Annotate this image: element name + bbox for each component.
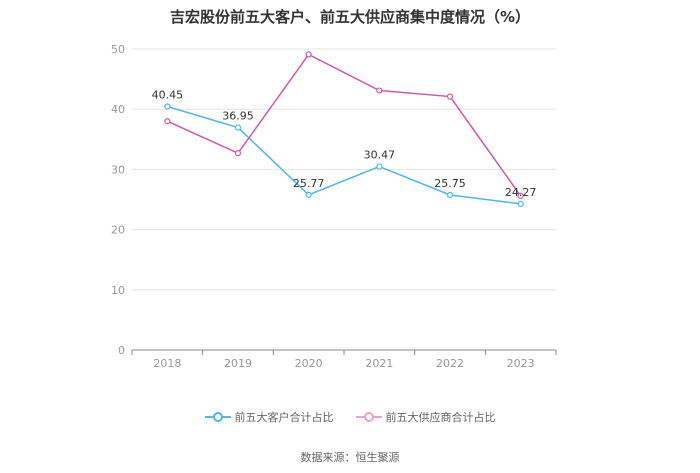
y-tick-label: 30 — [111, 163, 125, 176]
x-tick-label: 2018 — [153, 357, 181, 370]
y-tick-label: 40 — [111, 103, 125, 116]
grid-lines — [132, 48, 556, 291]
y-tick-label: 10 — [111, 284, 125, 297]
data-point[interactable] — [376, 163, 383, 170]
legend-marker-icon — [204, 412, 231, 422]
legend: 前五大客户合计占比 前五大供应商合计占比 — [0, 409, 700, 425]
legend-label: 前五大客户合计占比 — [234, 411, 334, 424]
y-tick-label: 0 — [118, 344, 125, 357]
y-tick-label: 20 — [111, 224, 125, 237]
data-point[interactable] — [446, 191, 454, 199]
x-tick-label: 2021 — [365, 357, 393, 370]
legend-item-customers[interactable]: 前五大客户合计占比 — [204, 409, 334, 425]
data-label: 30.47 — [364, 149, 396, 162]
y-tick-label: 50 — [111, 43, 125, 56]
x-tick-label: 2022 — [436, 357, 464, 370]
data-point[interactable] — [517, 200, 524, 207]
legend-marker-icon — [355, 412, 382, 422]
data-label: 36.95 — [222, 110, 254, 123]
data-label: 40.45 — [152, 88, 184, 101]
legend-label: 前五大供应商合计占比 — [385, 411, 496, 424]
data-point[interactable] — [164, 103, 171, 110]
data-point[interactable] — [376, 87, 383, 94]
data-point[interactable] — [305, 51, 312, 58]
series-line-0 — [167, 105, 521, 205]
data-label: 25.75 — [434, 177, 466, 190]
data-label: 25.77 — [293, 177, 325, 190]
x-tick-label: 2019 — [224, 357, 252, 370]
series-lines — [164, 51, 524, 207]
data-point[interactable] — [305, 191, 312, 198]
data-point[interactable] — [446, 93, 454, 100]
data-labels: 40.45 36.95 25.77 30.47 25.75 24.27 — [152, 88, 537, 198]
x-tick-label: 2020 — [295, 357, 323, 370]
data-point[interactable] — [164, 118, 171, 125]
data-label: 24.27 — [505, 186, 537, 199]
data-point[interactable] — [234, 124, 242, 131]
axes: 0 10 20 30 40 50 2018 2019 2020 2021 2022 2023 — [111, 43, 557, 370]
legend-item-suppliers[interactable]: 前五大供应商合计占比 — [355, 409, 496, 425]
chart-title: 吉宏股份前五大客户、前五大供应商集中度情况（%） — [169, 8, 531, 26]
x-tick-label: 2023 — [507, 357, 535, 370]
series-line-1 — [167, 53, 522, 197]
data-source: 数据来源：恒生聚源 — [300, 451, 400, 464]
data-point[interactable] — [234, 150, 242, 157]
data-point[interactable] — [517, 192, 524, 199]
